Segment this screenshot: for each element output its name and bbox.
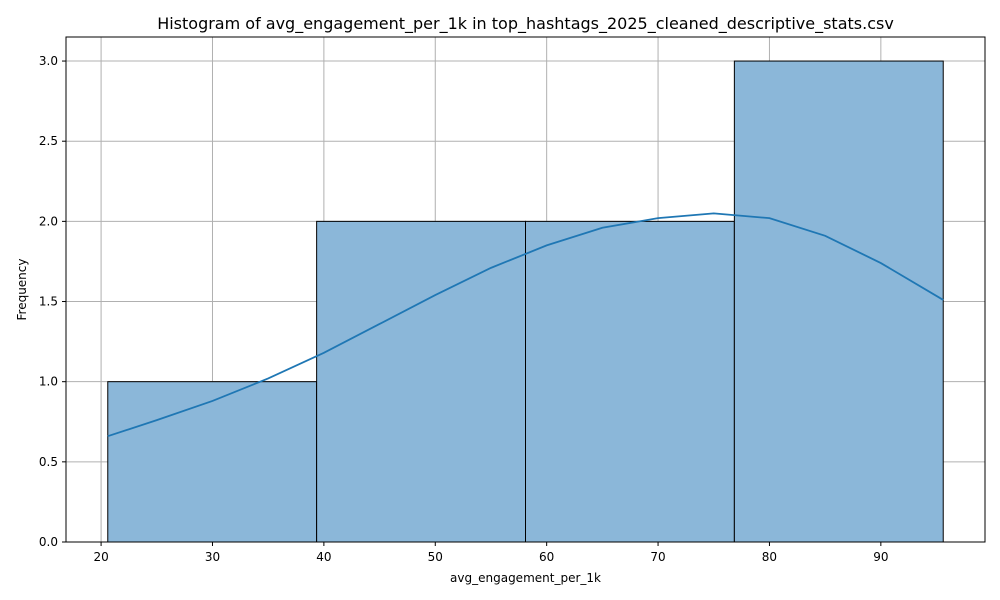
- y-tick-label: 0.0: [39, 535, 58, 549]
- x-tick-label: 60: [539, 550, 554, 564]
- histogram-bars: [107, 60, 944, 543]
- x-tick-label: 50: [428, 550, 443, 564]
- x-tick-label: 70: [650, 550, 665, 564]
- y-tick-label: 1.0: [39, 375, 58, 389]
- histogram-bar: [316, 220, 526, 543]
- chart-title: Histogram of avg_engagement_per_1k in to…: [157, 14, 894, 34]
- y-tick-label: 2.0: [39, 214, 58, 228]
- plot-frame: [65, 36, 986, 543]
- x-axis-ticks: 20 30 40 50 60 70 80 90: [93, 542, 888, 564]
- x-tick-label: 30: [205, 550, 220, 564]
- x-axis-label: avg_engagement_per_1k: [450, 571, 601, 585]
- y-tick-label: 1.5: [39, 295, 58, 309]
- kde-curve: [107, 212, 944, 438]
- histogram-bar: [525, 220, 735, 543]
- y-axis-label: Frequency: [15, 259, 29, 321]
- x-tick-label: 40: [316, 550, 331, 564]
- y-tick-label: 0.5: [39, 455, 58, 469]
- histogram-bar: [733, 60, 944, 543]
- x-tick-label: 90: [873, 550, 888, 564]
- x-tick-label: 80: [762, 550, 777, 564]
- y-tick-label: 3.0: [39, 54, 58, 68]
- y-axis-ticks: 0.0 0.5 1.0 1.5 2.0 2.5 3.0: [39, 54, 66, 549]
- histogram-bar: [107, 381, 318, 543]
- y-tick-label: 2.5: [39, 134, 58, 148]
- x-tick-label: 20: [93, 550, 108, 564]
